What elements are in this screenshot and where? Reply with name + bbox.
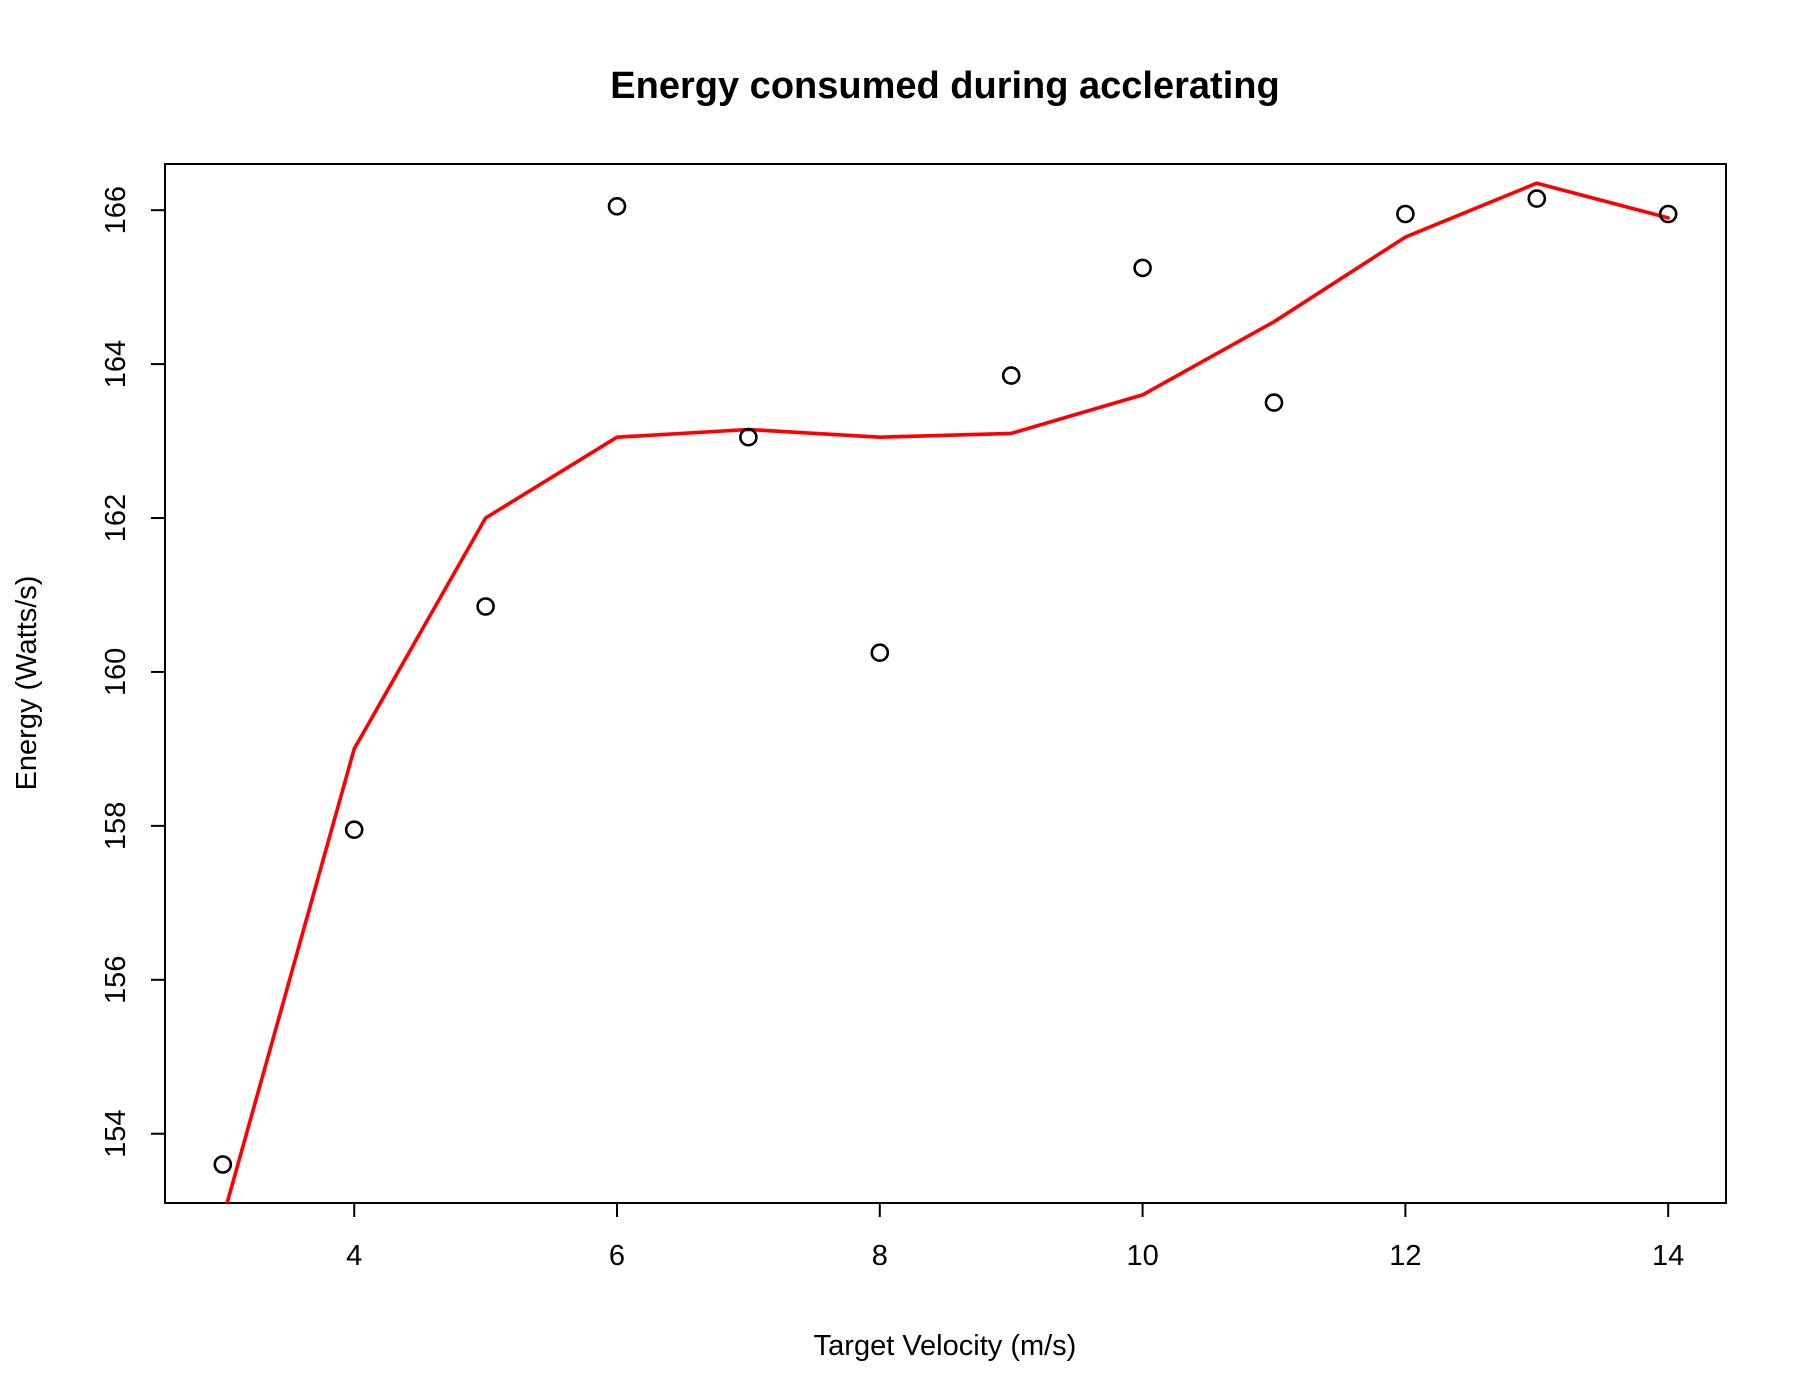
fit-line [225,181,1670,1203]
data-point [1527,189,1547,208]
y-tick-label: 162 [100,494,132,542]
x-tick-label: 4 [346,1240,362,1272]
y-tick-label: 160 [100,648,132,696]
data-point [213,1155,233,1174]
x-tick-label: 6 [609,1240,625,1272]
data-point [1396,204,1415,224]
plot-marks [213,181,1678,1203]
y-axis-label: Energy (Watts/s) [11,576,43,791]
x-tick-label: 10 [1126,1240,1158,1272]
x-axis: 4 6 8 10 12 14 [346,1202,1684,1272]
data-point [1264,393,1284,412]
data-point [1658,204,1678,224]
y-tick-label: 156 [100,956,132,1004]
data-point [1133,258,1152,278]
data-point [870,643,890,663]
data-point [344,820,364,840]
data-point [739,427,758,447]
data-point [476,597,495,616]
y-tick-label: 158 [100,802,132,850]
x-axis-label: Target Velocity (m/s) [814,1330,1077,1362]
y-axis: 154 156 158 160 162 164 166 [100,186,166,1158]
y-tick-label: 164 [100,340,132,388]
x-tick-label: 14 [1652,1240,1684,1272]
chart-title: Energy consumed during acclerating [610,65,1279,107]
data-point [607,197,627,216]
x-tick-label: 12 [1389,1240,1421,1272]
y-tick-label: 166 [100,186,132,234]
plot-frame [164,163,1727,1204]
x-tick-label: 8 [872,1240,888,1272]
data-point [1001,366,1021,385]
y-tick-label: 154 [100,1110,132,1158]
